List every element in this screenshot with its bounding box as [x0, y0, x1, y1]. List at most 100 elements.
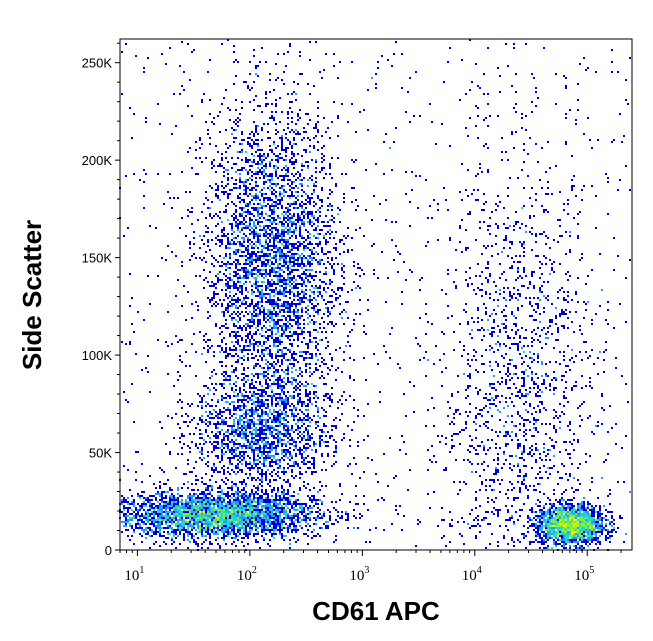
event-dot [151, 517, 153, 519]
event-dot [217, 503, 219, 505]
event-dot [237, 169, 239, 171]
event-dot [201, 523, 203, 525]
event-dot [271, 279, 273, 281]
event-dot [303, 221, 305, 223]
event-dot [293, 215, 295, 217]
event-dot [265, 479, 267, 481]
event-dot [305, 149, 307, 151]
event-dot [259, 381, 261, 383]
event-dot [265, 233, 267, 235]
event-dot [309, 335, 311, 337]
event-dot [237, 361, 239, 363]
event-dot [195, 523, 197, 525]
event-dot [287, 179, 289, 181]
event-dot [219, 485, 221, 487]
event-dot [247, 271, 249, 273]
event-dot [237, 519, 239, 521]
event-dot [255, 295, 257, 297]
event-dot [177, 279, 179, 281]
event-dot [303, 451, 305, 453]
event-dot [247, 275, 249, 277]
event-dot [253, 345, 255, 347]
event-dot [121, 501, 123, 503]
event-dot [243, 493, 245, 495]
event-dot [215, 189, 217, 191]
event-dot [311, 303, 313, 305]
event-dot [261, 293, 263, 295]
event-dot [243, 233, 245, 235]
event-dot [313, 201, 315, 203]
event-dot [305, 365, 307, 367]
event-dot [221, 505, 223, 507]
event-dot [213, 501, 215, 503]
event-dot [265, 313, 267, 315]
event-dot [255, 281, 257, 283]
event-dot [213, 159, 215, 161]
event-dot [309, 263, 311, 265]
event-dot [281, 207, 283, 209]
event-dot [313, 505, 315, 507]
event-dot [245, 323, 247, 325]
event-dot [287, 195, 289, 197]
event-dot [281, 315, 283, 317]
event-dot [143, 503, 145, 505]
event-dot [309, 513, 311, 515]
event-dot [253, 155, 255, 157]
event-dot [305, 419, 307, 421]
event-dot [251, 529, 253, 531]
event-dot [287, 255, 289, 257]
event-dot [333, 291, 335, 293]
event-dot [235, 507, 237, 509]
event-dot [181, 529, 183, 531]
event-dot [233, 517, 235, 519]
event-dot [249, 515, 251, 517]
event-dot [287, 279, 289, 281]
event-dot [229, 499, 231, 501]
event-dot [229, 243, 231, 245]
event-dot [273, 193, 275, 195]
event-dot [245, 375, 247, 377]
event-dot [251, 219, 253, 221]
event-dot [241, 493, 243, 495]
event-dot [297, 287, 299, 289]
event-dot [341, 263, 343, 265]
event-dot [163, 515, 165, 517]
event-dot [267, 403, 269, 405]
event-dot [203, 497, 205, 499]
event-dot [319, 517, 321, 519]
event-dot [171, 493, 173, 495]
event-dot [289, 257, 291, 259]
event-dot [293, 517, 295, 519]
event-dot [123, 509, 125, 511]
event-dot [279, 193, 281, 195]
event-dot [227, 449, 229, 451]
event-dot [293, 181, 295, 183]
event-dot [279, 325, 281, 327]
event-dot [155, 529, 157, 531]
event-dot [211, 413, 213, 415]
event-dot [323, 237, 325, 239]
event-dot [329, 229, 331, 231]
event-dot [339, 347, 341, 349]
event-dot [391, 239, 393, 241]
event-dot [281, 147, 283, 149]
event-dot [309, 211, 311, 213]
event-dot [185, 509, 187, 511]
event-dot [329, 163, 331, 165]
event-dot [239, 245, 241, 247]
event-dot [237, 315, 239, 317]
event-dot [231, 177, 233, 179]
event-dot [169, 487, 171, 489]
event-dot [289, 261, 291, 263]
event-dot [305, 293, 307, 295]
event-dot [281, 381, 283, 383]
event-dot [291, 505, 293, 507]
event-dot [141, 521, 143, 523]
event-dot [217, 195, 219, 197]
event-dot [179, 509, 181, 511]
event-dot [211, 513, 213, 515]
event-dot [313, 415, 315, 417]
event-dot [195, 483, 197, 485]
event-dot [301, 169, 303, 171]
event-dot [273, 415, 275, 417]
